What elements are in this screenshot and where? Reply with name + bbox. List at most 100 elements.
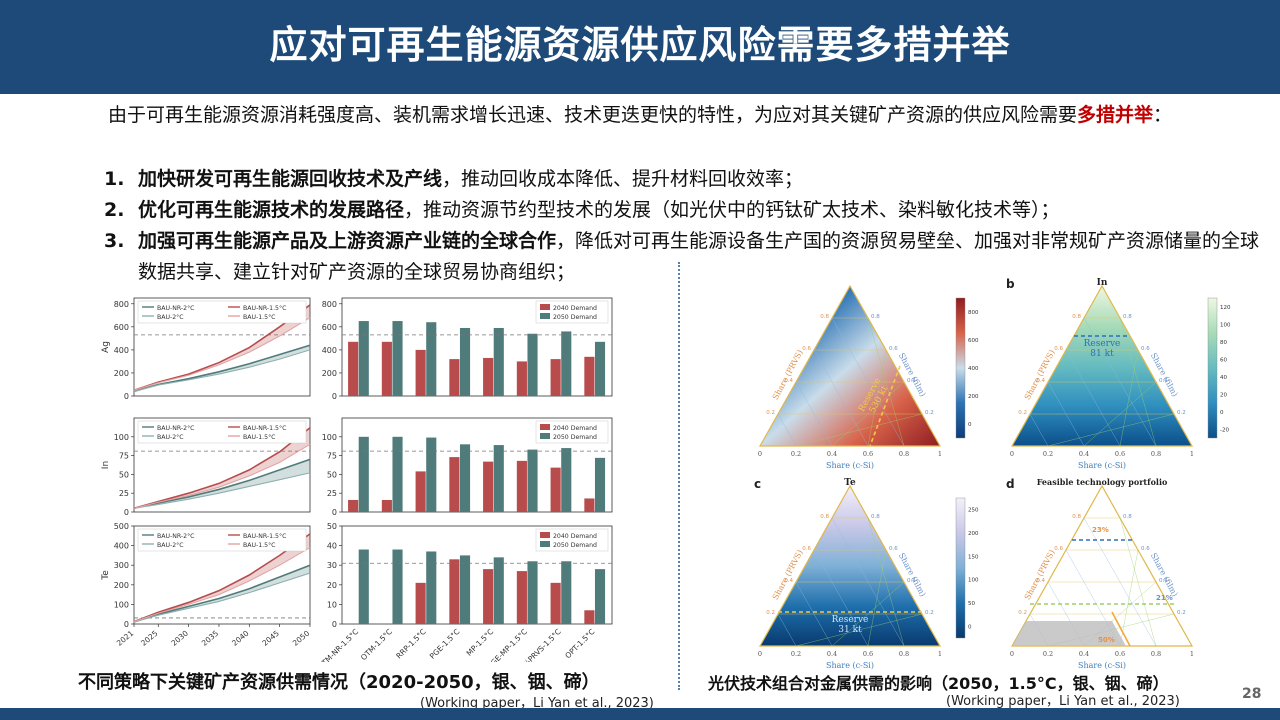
x-tick-label: OPT-1.5°C: [563, 627, 596, 660]
y-tick-label: 25: [119, 489, 129, 498]
tick-label: 0.4: [1159, 378, 1168, 384]
y-tick-label: 50: [327, 522, 337, 531]
bar: [594, 569, 606, 624]
axis-label-bottom: Share (c-Si): [826, 661, 874, 670]
bar: [358, 549, 369, 624]
tick-label: 0.8: [1123, 514, 1132, 520]
list-number: 2.: [104, 199, 125, 221]
y-tick-label: 50: [119, 470, 129, 479]
colorbar: [1207, 297, 1218, 439]
legend: 2040 Demand 2050 Demand: [535, 300, 609, 324]
colorbar: [955, 297, 966, 439]
page-title: 应对可再生能源资源供应风险需要多措并举: [269, 23, 1011, 67]
y-tick-label: 600: [114, 323, 129, 332]
colorbar-label: 400: [968, 366, 979, 372]
colorbar-label: 100: [968, 578, 979, 584]
bar: [594, 341, 606, 396]
legend-label: 2040 Demand: [553, 305, 597, 312]
tick-label: 0.8: [899, 650, 909, 658]
grid-line: [795, 581, 833, 647]
series-line: [133, 572, 311, 623]
series-line: [133, 344, 311, 393]
bar: [527, 449, 538, 512]
list-rest: ，降低对可再生能源设备生产国的资源贸易壁垒、加强对非常规矿产资源储量的全球数据共…: [138, 230, 1260, 283]
bar: [493, 445, 504, 512]
y-tick-label: 10: [327, 600, 337, 609]
series-line: [133, 349, 311, 392]
legend-swatch: [540, 313, 550, 319]
legend: 2040 Demand 2050 Demand: [535, 528, 609, 552]
tick-label: 0.4: [827, 450, 837, 458]
bar: [392, 436, 403, 512]
bar: [516, 361, 527, 396]
intro-text: 由于可再生能源资源消耗强度高、装机需求增长迅速、技术更迭更快的特性，为应对其关键…: [108, 104, 1078, 126]
colorbar-label: 120: [1220, 305, 1231, 311]
legend: 2040 Demand 2050 Demand: [535, 420, 609, 444]
bar: [381, 341, 392, 396]
grid-line: [813, 549, 869, 647]
tick-label: 0.4: [907, 378, 916, 384]
tick-label: 0: [758, 450, 762, 458]
annotation: 21%: [1156, 594, 1173, 602]
panel-letter: b: [1006, 277, 1015, 291]
dotted-divider: [678, 262, 680, 690]
grid-line: [831, 581, 905, 647]
grid-line: [831, 381, 905, 447]
legend-box: [137, 528, 307, 552]
colorbar-label: 60: [1220, 357, 1227, 363]
colorbar-label: 600: [968, 338, 979, 344]
legend-label: BAU-NR-1.5°C: [243, 532, 286, 540]
citation-left: (Working paper，Li Yan et al., 2023): [420, 696, 654, 711]
axis-label-bottom: Share (c-Si): [826, 461, 874, 470]
ternary-triangle: [758, 484, 942, 647]
tick-label: 0.6: [1115, 450, 1125, 458]
reserve-value: 31 kt: [838, 625, 862, 635]
colorbar-label: 200: [968, 531, 979, 537]
tick-label: 0.4: [1079, 650, 1089, 658]
tick-label: 0.4: [1036, 378, 1045, 384]
x-tick-label: 2050: [291, 628, 312, 647]
y-tick-label: 75: [327, 452, 337, 461]
y-tick-label: 30: [327, 561, 337, 570]
y-tick-label: 50: [327, 470, 337, 479]
bar: [527, 333, 538, 396]
series-line: [133, 427, 311, 510]
tick-label: 0.4: [784, 578, 793, 584]
tick-label: 0.2: [1177, 410, 1186, 416]
legend: BAU-NR-2°C BAU-NR-1.5°C BAU-2°C BAU-1.5°C: [137, 300, 307, 324]
bar: [483, 357, 494, 396]
tick-label: 0.2: [766, 410, 775, 416]
tick-label: 0.6: [1054, 546, 1063, 552]
grid-line: [1119, 517, 1157, 647]
colorbar-label: 100: [1220, 322, 1231, 328]
y-tick-label: 100: [322, 433, 337, 442]
legend-label: 2040 Demand: [553, 533, 597, 540]
page-number: 28: [1242, 686, 1262, 702]
y-tick-label: 400: [114, 346, 129, 355]
y-axis-label: Te: [101, 570, 111, 581]
grid-line: [831, 317, 905, 447]
bar: [348, 499, 359, 512]
tick-label: 0.2: [1018, 410, 1027, 416]
colorbar-label: 800: [968, 310, 979, 316]
panel-title: In: [1097, 278, 1108, 288]
grid-line: [867, 517, 905, 647]
legend-box: [535, 420, 609, 444]
grid-line: [1029, 413, 1049, 447]
tick-label: 0.6: [1141, 546, 1150, 552]
tick-label: 0.8: [820, 314, 829, 320]
list-number: 1.: [104, 168, 125, 190]
series-line: [133, 317, 311, 391]
colorbar: [955, 497, 966, 639]
tick-label: 1: [1190, 450, 1194, 458]
tick-label: 0.6: [889, 346, 898, 352]
legend-box: [137, 420, 307, 444]
tick-label: 0.6: [863, 450, 873, 458]
tick-label: 0.8: [1072, 314, 1081, 320]
bar-panel: 0 10 20 30 40 50 2040 Demand 2050 Demand OTM-NR-…: [316, 522, 613, 662]
tick-label: 0.8: [1123, 314, 1132, 320]
panel-title: Feasible technology portfolio: [1037, 477, 1168, 487]
